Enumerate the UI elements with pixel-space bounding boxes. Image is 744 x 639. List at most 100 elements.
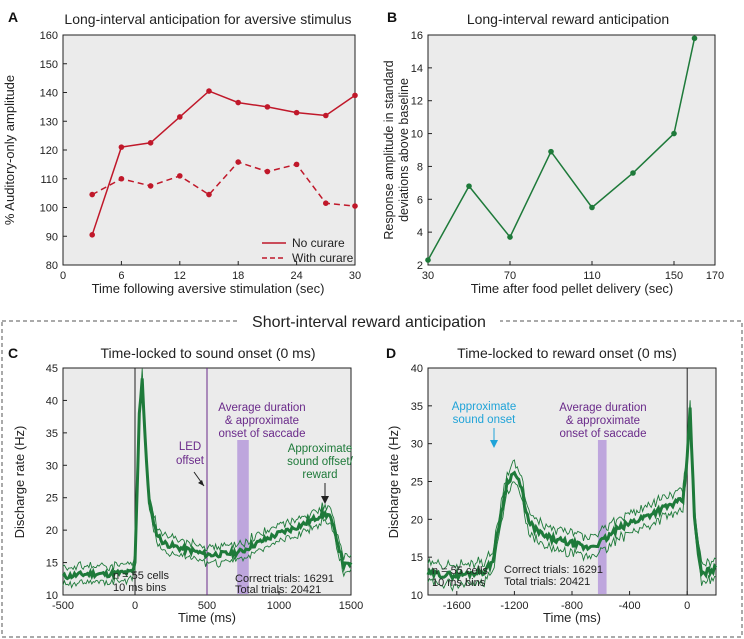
with-curare-point [147,183,154,189]
no-curare-point [147,140,154,146]
panel-c-label: C [8,345,18,361]
panel-d-label: D [386,345,396,361]
y-tick-label: 20 [46,525,58,537]
with-curare-point [264,168,271,175]
panel-a-label: A [8,9,18,25]
reward-line2: sound offset/ [287,456,353,468]
d-trials-line1: Correct trials: 16291 [504,564,603,576]
section-title: Short-interval reward anticipation [252,314,486,331]
panel-b: B Long-interval reward anticipation 30 70… [382,9,724,296]
panel-d: D Time-locked to reward onset (0 ms) -16… [386,345,718,625]
legend-with-curare: With curare [292,251,354,265]
panel-a-xlabel: Time following aversive stimulation (sec… [92,281,325,296]
c-saccade-line3: onset of saccade [219,428,306,440]
y-tick-label: 40 [411,363,423,375]
no-curare-line [91,90,356,236]
y-tick-label: 45 [46,363,58,375]
d-saccade-line2: & approximate [566,415,640,427]
x-tick-label: -500 [52,600,74,612]
no-curare-point [264,104,271,110]
panel-d-axes: -1600 -1200 -800 -400 0 10 15 20 25 30 35 40 [411,363,691,612]
y-tick-label: 14 [411,63,423,75]
no-curare-point [352,92,358,99]
no-curare-point [206,88,212,94]
sem-upper-line [427,400,717,571]
y-tick-label: 10 [411,590,423,602]
legend-no-curare: No curare [292,236,345,250]
x-tick-label: 110 [583,270,601,282]
x-tick-label: 170 [706,270,724,282]
response-point [630,170,636,176]
x-tick-label: -1200 [500,600,528,612]
panel-b-ylabel-line1: Response amplitude in standard [382,60,396,239]
panel-c-marks [61,368,353,595]
response-point [589,204,595,211]
panel-b-plot-area [427,34,716,266]
panel-a-title: Long-interval anticipation for aversive … [64,11,351,27]
c-saccade-line1: Average duration [218,402,305,414]
y-tick-label: 35 [46,428,58,440]
panel-c-axes: -500 0 500 1000 1500 10 15 20 25 30 35 40 45 [46,363,363,612]
y-tick-label: 40 [46,395,58,407]
reward-line3: reward [302,469,337,481]
response-point [548,148,554,155]
y-tick-label: 90 [46,231,58,243]
response-point [691,35,698,42]
sound-onset-arrowhead [490,440,498,448]
y-tick-label: 8 [417,161,423,173]
d-saccade-line1: Average duration [559,402,646,414]
d-saccade-line3: onset of saccade [560,428,647,440]
response-line [427,38,696,261]
y-tick-label: 35 [411,401,423,413]
panel-b-axes: 30 70 110 150 170 2 4 6 8 10 12 14 16 [411,30,724,282]
y-tick-label: 80 [46,260,58,272]
x-tick-label: 70 [504,270,516,282]
with-curare-point [206,191,212,198]
y-tick-label: 160 [40,30,58,42]
y-tick-label: 110 [40,174,58,186]
y-tick-label: 30 [411,439,423,451]
x-tick-label: 6 [118,270,124,282]
c-trials-line2: Total trials: 20421 [235,584,321,596]
no-curare-point [118,144,125,150]
no-curare-point [293,109,300,116]
y-tick-label: 30 [46,460,58,472]
x-tick-label: 0 [684,600,690,612]
response-point [671,130,677,137]
with-curare-line [91,161,356,207]
x-tick-label: -1600 [443,600,471,612]
d-cells-line1: n = 55 cells [432,565,488,577]
panel-d-ylabel: Discharge rate (Hz) [386,426,401,539]
led-offset-line1: LED [179,441,201,453]
c-trials-line1: Correct trials: 16291 [235,573,334,585]
y-tick-label: 25 [411,477,423,489]
y-tick-label: 15 [411,552,423,564]
d-cells-line2: 10 ms bins [432,577,486,589]
panel-d-plot-area [427,367,717,596]
panel-c-ylabel: Discharge rate (Hz) [12,426,27,539]
y-tick-label: 4 [417,227,423,239]
response-point [466,183,472,189]
x-tick-label: 30 [422,270,434,282]
sem-lower-line [62,387,352,589]
panel-a-marks [89,88,358,238]
c-cells-line1: n = 55 cells [113,570,169,582]
panel-a: A Long-interval anticipation for aversiv… [2,9,361,296]
panel-b-xlabel: Time after food pellet delivery (sec) [471,281,674,296]
with-curare-point [235,159,241,165]
y-tick-label: 120 [40,145,58,157]
panel-c: C Time-locked to sound onset (0 ms) -500… [8,345,363,625]
y-tick-label: 2 [417,260,423,272]
y-tick-label: 12 [411,96,423,108]
no-curare-point [89,232,95,238]
with-curare-point [118,175,125,182]
y-tick-label: 10 [46,590,58,602]
response-point [425,257,431,263]
sem-upper-line [62,368,352,572]
y-tick-label: 140 [40,88,58,100]
panel-a-ylabel: % Auditory-only amplitude [2,75,17,225]
no-curare-point [235,99,241,106]
led-offset-line2: offset [176,455,205,467]
with-curare-point [89,191,95,198]
